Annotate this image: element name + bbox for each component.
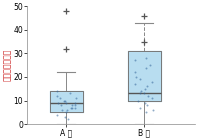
Point xyxy=(60,109,64,111)
Point xyxy=(56,95,59,97)
Point xyxy=(137,99,140,102)
Point xyxy=(73,104,77,106)
Point xyxy=(56,102,59,104)
Point xyxy=(67,118,70,120)
Point xyxy=(74,106,77,109)
Point xyxy=(65,111,68,113)
Point xyxy=(134,76,137,78)
Point xyxy=(143,92,146,94)
Point xyxy=(146,95,149,97)
Point xyxy=(56,114,59,116)
Point xyxy=(146,85,149,88)
Point xyxy=(68,92,71,94)
Point xyxy=(144,111,147,113)
Point xyxy=(64,116,67,118)
Point xyxy=(146,104,149,106)
Point xyxy=(59,97,62,99)
Point xyxy=(143,88,147,90)
Point xyxy=(150,80,153,83)
Point xyxy=(139,92,142,94)
Point xyxy=(144,57,148,59)
Point xyxy=(145,66,148,69)
Y-axis label: アウトカムの値: アウトカムの値 xyxy=(3,49,12,81)
Point xyxy=(74,97,77,99)
Point xyxy=(150,97,154,99)
Point xyxy=(69,106,72,109)
Point xyxy=(55,90,58,92)
Point xyxy=(65,109,69,111)
Point xyxy=(138,106,142,109)
Point xyxy=(140,90,143,92)
Point xyxy=(152,109,155,111)
Point xyxy=(133,83,137,85)
Point xyxy=(62,99,65,102)
Point xyxy=(60,104,63,106)
Point xyxy=(134,59,137,62)
Point xyxy=(71,106,74,109)
Point xyxy=(139,78,142,80)
Point xyxy=(134,71,137,73)
Point xyxy=(144,102,147,104)
Point xyxy=(63,99,67,102)
Point xyxy=(65,102,68,104)
Point xyxy=(149,64,152,66)
Point xyxy=(70,104,73,106)
Point xyxy=(73,102,76,104)
